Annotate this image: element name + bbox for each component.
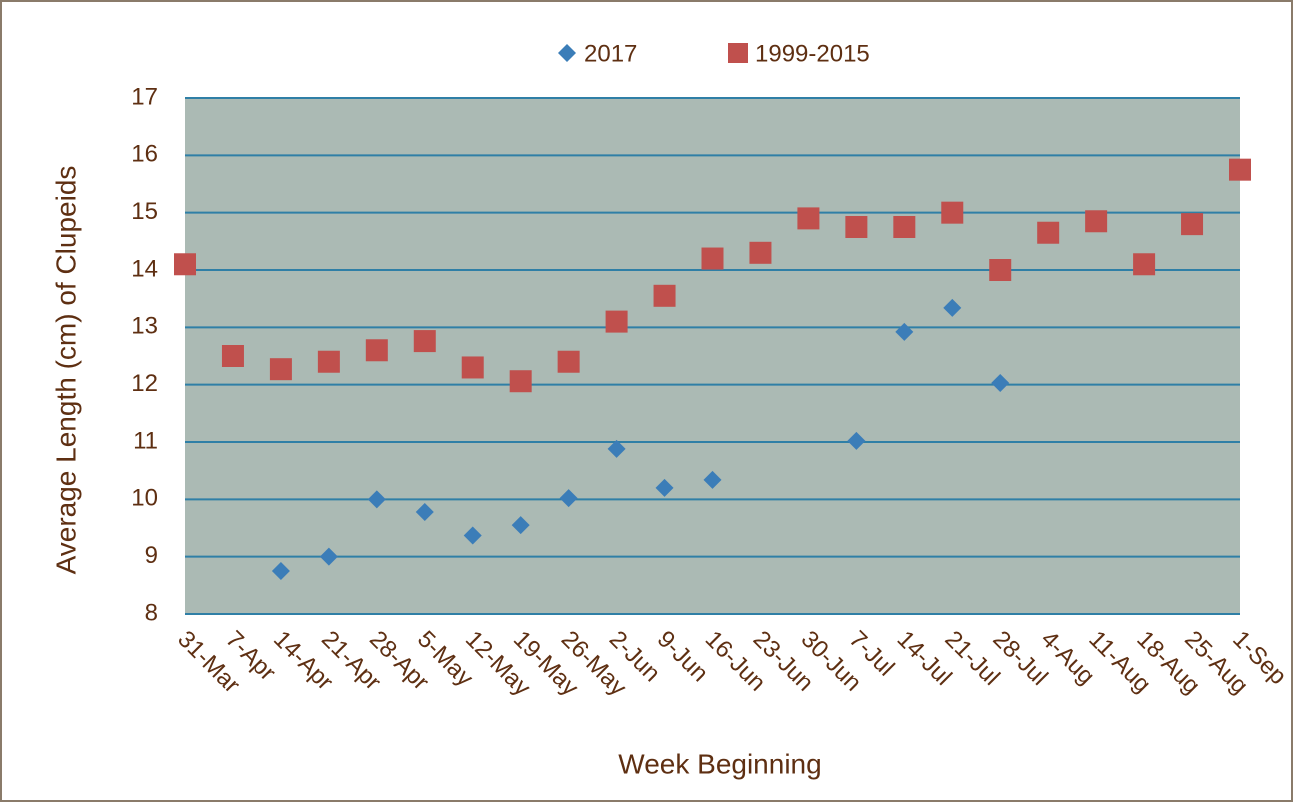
point <box>845 216 868 238</box>
legend-label: 1999-2015 <box>755 40 870 67</box>
point <box>269 358 292 381</box>
point <box>367 490 386 509</box>
y-axis-title: Average Length (cm) of Clupeids <box>50 166 81 575</box>
y-tick-label: 17 <box>131 83 158 110</box>
y-tick-label: 14 <box>131 255 158 282</box>
y-tick-label: 15 <box>131 198 158 225</box>
point <box>989 259 1012 281</box>
y-tick-label: 16 <box>131 141 158 168</box>
legend-marker <box>558 44 576 62</box>
point <box>365 339 388 362</box>
point <box>607 439 626 458</box>
point <box>701 247 724 270</box>
point <box>511 516 530 535</box>
x-axis-title: Week Beginning <box>618 748 821 779</box>
point <box>605 310 628 333</box>
point <box>461 356 484 379</box>
point <box>797 207 820 230</box>
point <box>174 253 196 276</box>
point <box>749 241 772 264</box>
y-tick-label: 10 <box>131 485 158 512</box>
y-tick-label: 11 <box>133 427 158 454</box>
point <box>895 322 914 341</box>
point <box>1181 213 1204 236</box>
point <box>557 350 580 373</box>
y-tick-label: 12 <box>131 370 158 397</box>
point <box>559 489 578 508</box>
plot-area <box>185 98 1240 614</box>
point <box>653 284 676 307</box>
y-tick-label: 8 <box>145 599 158 626</box>
point <box>703 470 722 489</box>
point <box>655 478 674 497</box>
point <box>413 330 436 353</box>
point <box>463 526 482 545</box>
point <box>1133 253 1156 276</box>
point <box>991 373 1010 392</box>
point <box>221 345 244 367</box>
point <box>509 370 532 393</box>
point <box>1229 158 1251 181</box>
point <box>317 350 340 373</box>
point <box>943 298 962 317</box>
point <box>271 562 290 580</box>
point <box>941 201 964 224</box>
point <box>893 216 916 238</box>
point <box>319 547 338 566</box>
legend-marker <box>728 43 748 63</box>
legend-label: 2017 <box>584 40 637 67</box>
y-tick-label: 13 <box>131 313 158 340</box>
point <box>1085 210 1108 233</box>
y-tick-label: 9 <box>145 542 158 569</box>
point <box>415 502 434 521</box>
point <box>1037 221 1060 244</box>
point <box>847 431 866 450</box>
